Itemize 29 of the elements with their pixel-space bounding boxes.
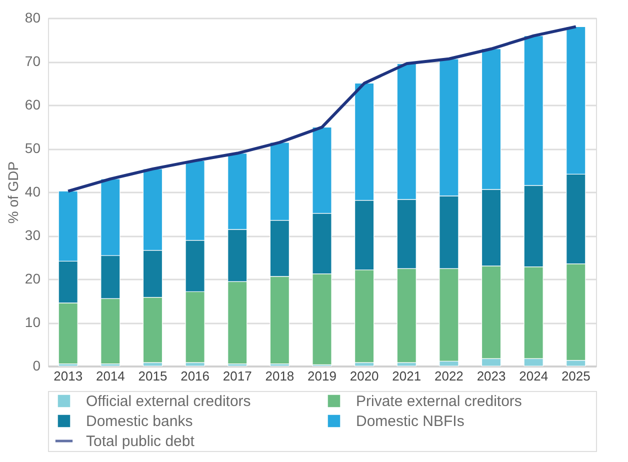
x-tick-label: 2019: [308, 368, 336, 384]
legend-label: Domestic banks: [86, 413, 193, 430]
y-tick-label: 40: [24, 184, 41, 200]
y-axis-title: % of GDP: [4, 161, 21, 224]
line-series: [66, 25, 578, 193]
legend-label: Total public debt: [86, 433, 196, 450]
y-tick-label: 50: [24, 140, 41, 156]
y-tick-label: 20: [24, 270, 41, 286]
x-tick-label: 2020: [350, 368, 379, 384]
x-tick-label: 2015: [138, 368, 168, 384]
legend-label: Domestic NBFIs: [356, 413, 464, 430]
legend-label: Official external creditors: [86, 393, 251, 410]
x-tick-label: 2013: [54, 368, 83, 384]
x-tick-label: 2014: [96, 368, 125, 384]
x-tick-label: 2018: [265, 368, 294, 384]
x-tick-label: 2016: [180, 368, 210, 384]
x-tick-label: 2023: [476, 368, 506, 384]
y-tick-label: 60: [24, 96, 41, 112]
y-tick-label: 70: [24, 53, 41, 69]
x-tick-label: 2017: [222, 368, 252, 384]
legend-label: Private external creditors: [356, 393, 522, 410]
x-tick-label: 2021: [392, 368, 422, 384]
x-tick-label: 2024: [519, 368, 548, 384]
x-tick-label: 2022: [434, 368, 464, 384]
x-tick-label: 2025: [561, 368, 590, 384]
y-tick-label: 10: [24, 314, 41, 330]
y-tick-label: 30: [24, 227, 41, 243]
y-tick-label: 80: [24, 10, 41, 26]
y-tick-label: 0: [32, 358, 41, 374]
